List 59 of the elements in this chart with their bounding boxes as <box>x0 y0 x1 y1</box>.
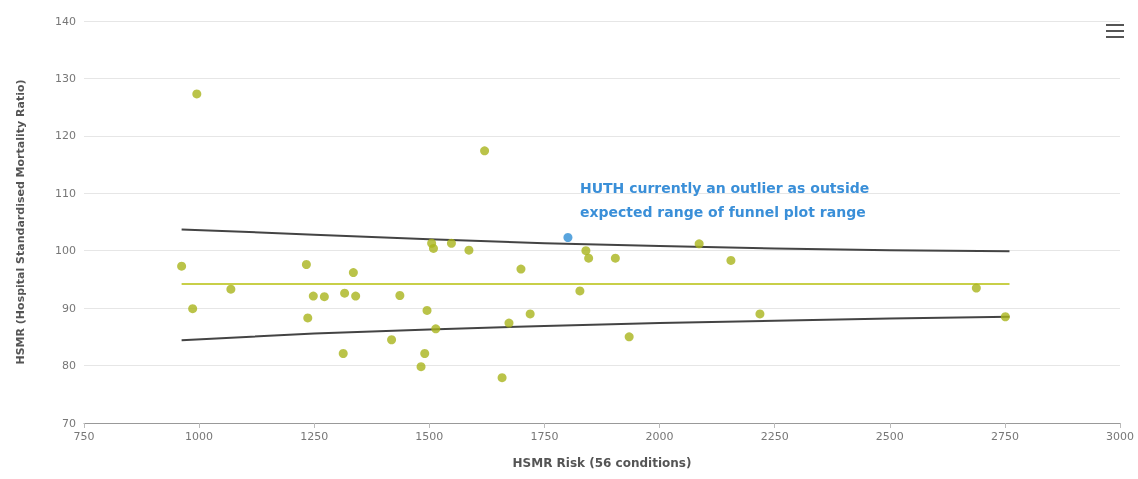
point <box>464 245 474 255</box>
y-tick-label: 120 <box>55 129 76 143</box>
x-tick-label: 3000 <box>1106 430 1134 443</box>
x-tick-label: 1250 <box>300 430 329 443</box>
y-tick-label: 110 <box>55 186 76 200</box>
x-tick-label: 2250 <box>760 430 789 443</box>
point <box>416 362 426 372</box>
point <box>420 349 430 359</box>
point <box>516 264 526 274</box>
point <box>348 268 358 278</box>
point <box>192 89 202 99</box>
point <box>340 288 350 298</box>
line-series <box>180 228 1011 253</box>
point <box>188 304 198 314</box>
point <box>971 283 981 293</box>
point <box>303 313 313 323</box>
point <box>694 239 704 249</box>
point <box>338 349 348 359</box>
x-tick-label: 1000 <box>185 430 214 443</box>
point <box>446 238 456 248</box>
point <box>177 261 187 271</box>
point <box>395 291 405 301</box>
point <box>755 309 765 319</box>
point <box>226 284 236 294</box>
point <box>581 246 591 256</box>
point <box>575 286 585 296</box>
y-tick-label: 100 <box>55 244 76 258</box>
point <box>584 253 594 263</box>
x-axis-title: HSMR Risk (56 conditions) <box>512 456 692 470</box>
point <box>301 260 311 269</box>
point <box>497 373 507 383</box>
x-tick-label: 2500 <box>875 430 904 443</box>
y-tick-label: 70 <box>62 416 76 430</box>
x-tick-label: 1750 <box>530 430 559 443</box>
point <box>308 291 318 301</box>
point <box>351 291 361 301</box>
point <box>428 243 438 253</box>
y-tick-label: 80 <box>62 359 76 373</box>
point <box>480 146 490 156</box>
point <box>726 255 736 265</box>
point <box>624 332 634 342</box>
y-tick-label: 130 <box>55 71 76 85</box>
x-tick-label: 2750 <box>990 430 1019 443</box>
point <box>610 253 620 263</box>
point <box>525 309 535 319</box>
annotation: HUTH currently an outlier as outside expected range of funnel plot range <box>579 179 875 220</box>
y-tick-label: 140 <box>55 14 76 28</box>
x-tick-label: 1500 <box>415 430 444 443</box>
x-tick-label: 750 <box>73 430 95 443</box>
point <box>319 292 329 302</box>
point <box>563 233 573 242</box>
point <box>1000 312 1010 322</box>
point <box>504 318 514 328</box>
point <box>387 335 397 345</box>
point <box>422 305 432 315</box>
x-tick-label: 2000 <box>645 430 674 443</box>
y-tick-label: 90 <box>62 301 76 315</box>
point <box>431 324 441 334</box>
y-axis-title: HSMR (Hospital Standardised Mortality Ratio) <box>14 79 27 365</box>
